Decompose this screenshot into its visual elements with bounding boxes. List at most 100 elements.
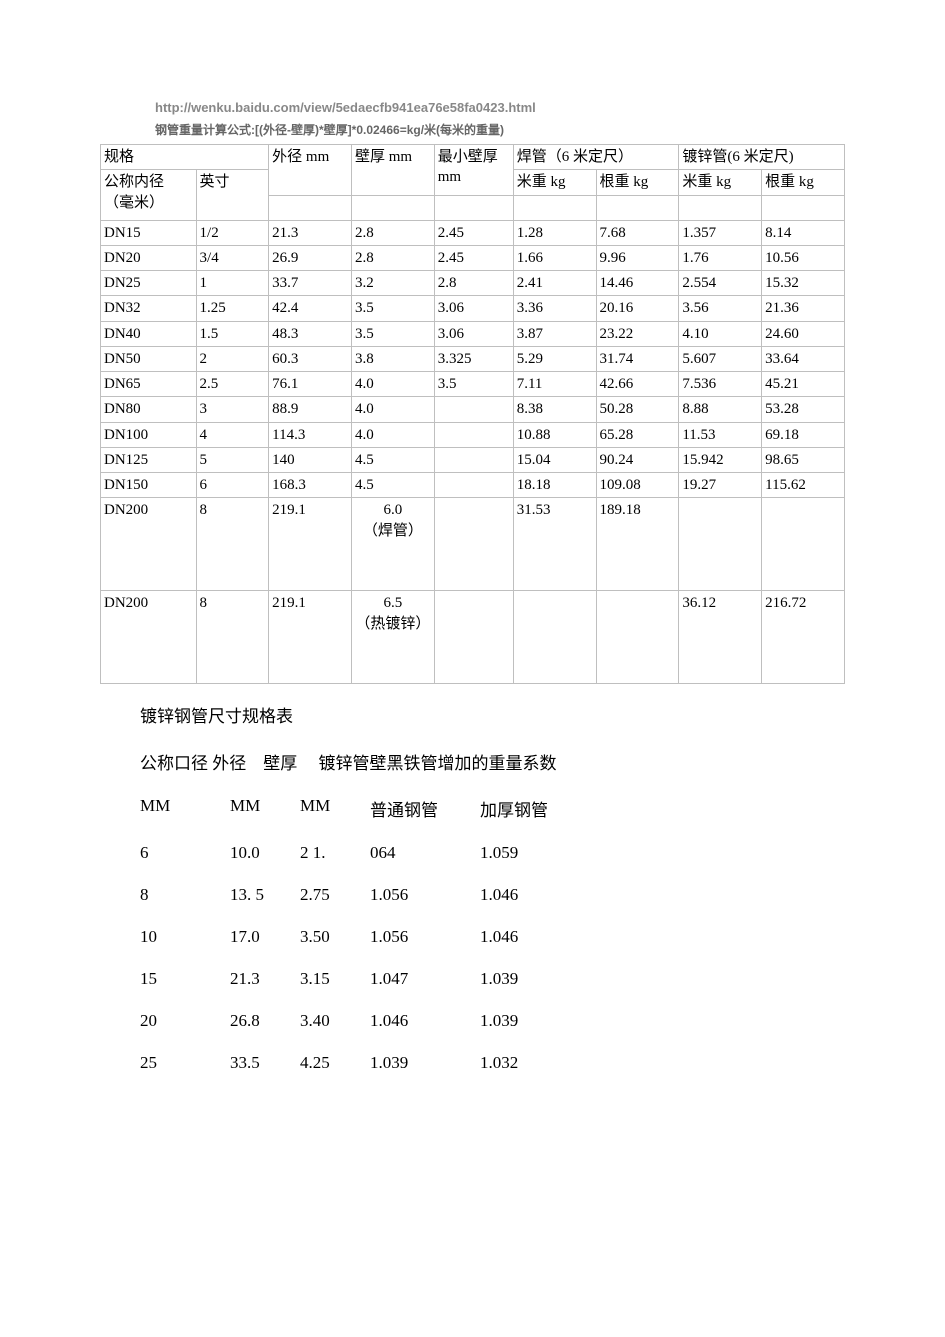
hdr-nominal: 公称内径（毫米） [101,170,197,220]
table-cell: 3.87 [513,321,596,346]
spec-row: 610.02 1.0641.059 [140,843,845,863]
table-cell: 4.0 [351,372,434,397]
table-cell [434,473,513,498]
table-cell: 2.45 [434,220,513,245]
table-cell: 1.28 [513,220,596,245]
table-cell: 219.1 [269,591,352,684]
table-cell: 115.62 [762,473,845,498]
table-cell: 109.08 [596,473,679,498]
table-row: DN2008219.16.0（焊管）31.53189.18 [101,498,845,591]
table-cell: 26.9 [269,245,352,270]
table-cell: 53.28 [762,397,845,422]
spec-cell: 10 [140,927,230,947]
table-cell: 3/4 [196,245,269,270]
spec-cell: 1.032 [480,1053,570,1073]
table-cell: 2.5 [196,372,269,397]
table-cell: 1.357 [679,220,762,245]
table-row: DN80388.94.08.3850.288.8853.28 [101,397,845,422]
table-cell: 114.3 [269,422,352,447]
table-cell: 3.06 [434,296,513,321]
spec-cell: 3.50 [300,927,370,947]
table-cell: 50.28 [596,397,679,422]
source-url: http://wenku.baidu.com/view/5edaecfb941e… [155,100,845,115]
spec-cell: 1.059 [480,843,570,863]
table-cell: 8 [196,498,269,591]
hdr-od: 外径 mm [269,145,352,196]
table-cell: 8.38 [513,397,596,422]
table-row: DN151/221.32.82.451.287.681.3578.14 [101,220,845,245]
table-cell: 11.53 [679,422,762,447]
table-cell: 88.9 [269,397,352,422]
table-cell: 3.36 [513,296,596,321]
spec-cell: 1.056 [370,927,480,947]
table-cell [679,498,762,591]
table-cell: 8 [196,591,269,684]
table-cell: DN200 [101,591,197,684]
spec-cell: 20 [140,1011,230,1031]
spec-cell: 1.046 [480,927,570,947]
table-cell: DN15 [101,220,197,245]
table-cell: 10.56 [762,245,845,270]
table-cell [513,591,596,684]
spec-header-line: 公称口径 外径 壁厚 镀锌管壁黑铁管增加的重量系数 [140,749,845,774]
table-cell: 3.2 [351,271,434,296]
table-cell: 8.88 [679,397,762,422]
table-cell: 98.65 [762,447,845,472]
spec-cell: 2.75 [300,885,370,905]
table-cell: 3.5 [434,372,513,397]
table-row: DN2008219.16.5（热镀锌）36.12216.72 [101,591,845,684]
spec-row: 2026.83.401.0461.039 [140,1011,845,1031]
table-cell [434,422,513,447]
spec-cell: 1.056 [370,885,480,905]
spec-cell: 3.40 [300,1011,370,1031]
hdr-minwt: 最小壁厚 mm [434,145,513,196]
table-cell: 15.942 [679,447,762,472]
table-row: DN12551404.515.0490.2415.94298.65 [101,447,845,472]
table-cell: 10.88 [513,422,596,447]
table-cell: 216.72 [762,591,845,684]
table-cell: 60.3 [269,346,352,371]
table-cell: DN150 [101,473,197,498]
table-cell: 2.41 [513,271,596,296]
spec-cell: 2 1. [300,843,370,863]
hdr-mz-2: 米重 kg [679,170,762,195]
table-cell: DN200 [101,498,197,591]
spec-cell: 6 [140,843,230,863]
spec-cell: 8 [140,885,230,905]
table-cell: 18.18 [513,473,596,498]
hdr-wt: 壁厚 mm [351,145,434,196]
spec-cell: 1.047 [370,969,480,989]
table-row: DN203/426.92.82.451.669.961.7610.56 [101,245,845,270]
table-cell: 168.3 [269,473,352,498]
table-header-row-1: 规格 外径 mm 壁厚 mm 最小壁厚 mm 焊管（6 米定尺） 镀锌管(6 米… [101,145,845,170]
table-cell: 65.28 [596,422,679,447]
pipe-spec-table: 规格 外径 mm 壁厚 mm 最小壁厚 mm 焊管（6 米定尺） 镀锌管(6 米… [100,144,845,684]
spec-cell: 26.8 [230,1011,300,1031]
table-cell: 2.8 [351,245,434,270]
table-cell: DN20 [101,245,197,270]
table-cell: 48.3 [269,321,352,346]
unit-c1: MM [140,796,230,821]
table-cell: 5.29 [513,346,596,371]
spec-units-row: MM MM MM 普通钢管 加厚钢管 [140,796,845,821]
spec-row: 813. 52.751.0561.046 [140,885,845,905]
table-cell: 1 [196,271,269,296]
spec-cell: 1.046 [370,1011,480,1031]
table-cell: 3.8 [351,346,434,371]
spec-row: 1521.33.151.0471.039 [140,969,845,989]
table-row: DN1506168.34.518.18109.0819.27115.62 [101,473,845,498]
blank [351,195,434,220]
spec-cell: 1.046 [480,885,570,905]
table-cell: 23.22 [596,321,679,346]
hdr-gz-1: 根重 kg [596,170,679,195]
table-cell [596,591,679,684]
hdr-galv: 镀锌管(6 米定尺) [679,145,845,170]
table-cell: 2.554 [679,271,762,296]
spec-cell: 21.3 [230,969,300,989]
table-cell: 90.24 [596,447,679,472]
spec-cell: 064 [370,843,480,863]
spec-cell: 13. 5 [230,885,300,905]
hdr-inch: 英寸 [196,170,269,220]
table-cell: 140 [269,447,352,472]
table-cell: 4.0 [351,422,434,447]
